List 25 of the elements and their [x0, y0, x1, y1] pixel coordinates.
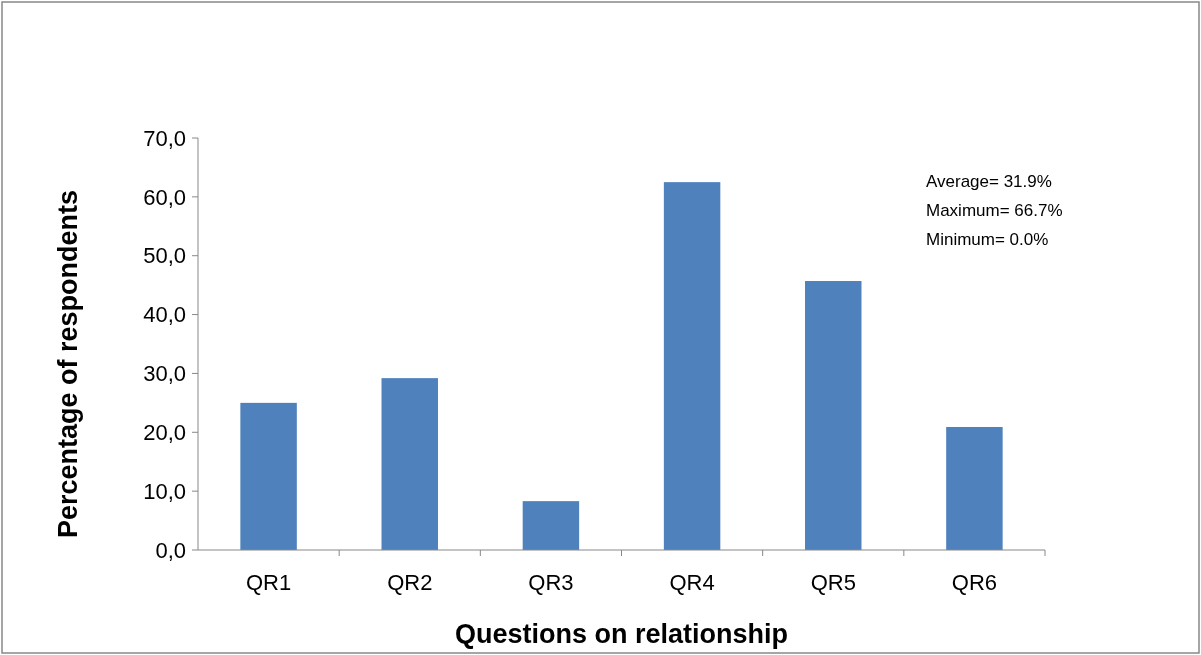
bar — [240, 402, 297, 550]
bar — [522, 501, 580, 550]
y-tick-label: 30,0 — [143, 361, 186, 387]
y-tick-label: 50,0 — [143, 243, 186, 269]
y-tick-label: 10,0 — [143, 478, 186, 504]
y-tick-label: 60,0 — [143, 184, 186, 210]
bar — [805, 281, 862, 550]
y-axis-title: Percentage of respondents — [53, 189, 83, 539]
y-tick-label: 70,0 — [143, 125, 186, 151]
y-tick-label: 20,0 — [143, 419, 186, 445]
annotation: Maximum= 66.7% — [926, 201, 1063, 220]
x-tick-label: QR6 — [951, 570, 998, 595]
x-tick-label: QR5 — [810, 570, 856, 595]
bar — [381, 378, 438, 550]
x-tick-label: QR1 — [245, 570, 292, 595]
x-axis-title: Questions on relationship — [454, 619, 789, 649]
annotation: Minimum= 0.0% — [926, 230, 1049, 249]
y-tick-label: 40,0 — [143, 302, 186, 328]
x-tick-label: QR3 — [528, 570, 574, 595]
y-tick-label: 0,0 — [155, 537, 186, 563]
x-tick-label: QR2 — [387, 570, 433, 595]
annotation: Average= 31.9% — [926, 172, 1052, 191]
bar — [663, 182, 721, 550]
bar — [946, 426, 1003, 550]
x-tick-label: QR4 — [669, 570, 715, 595]
